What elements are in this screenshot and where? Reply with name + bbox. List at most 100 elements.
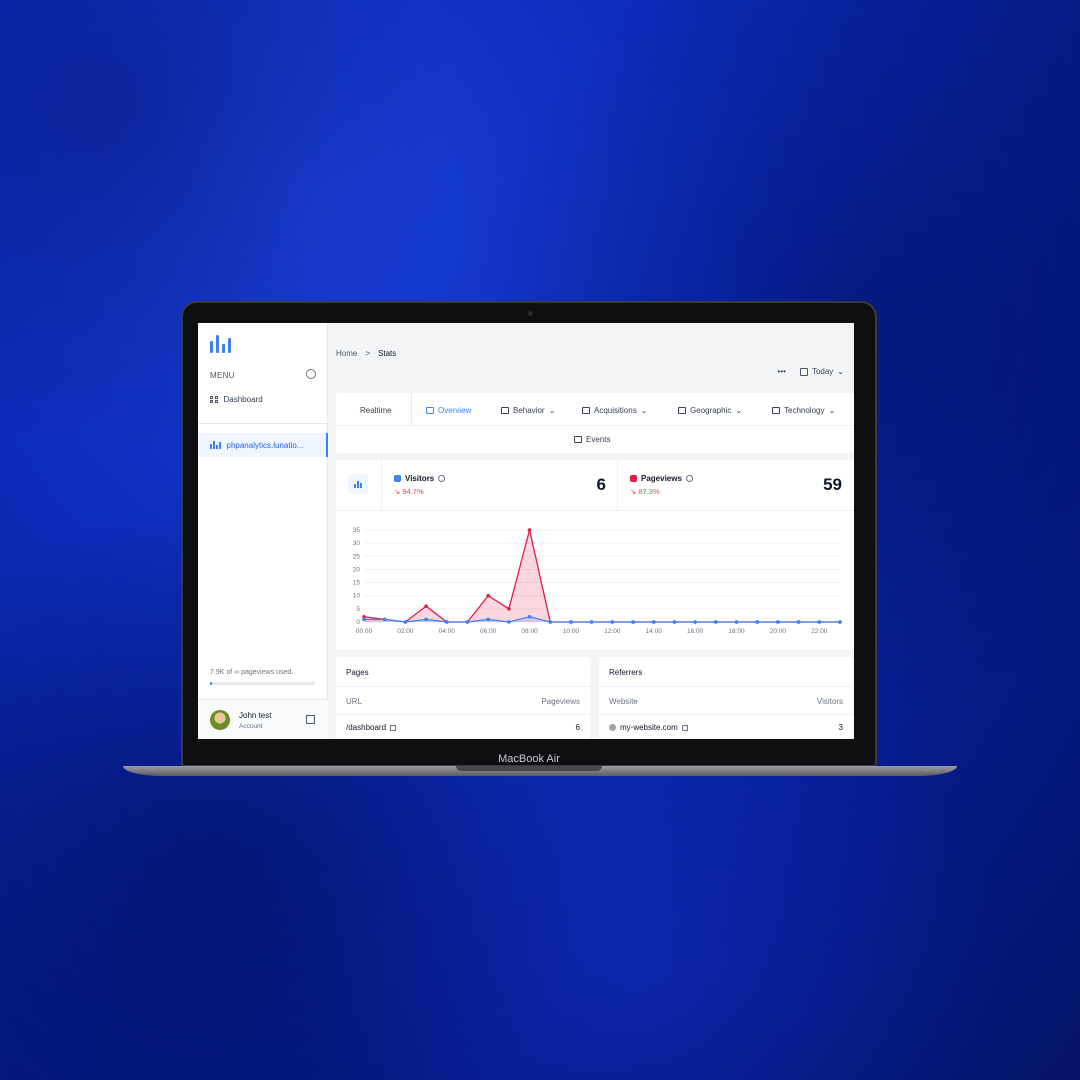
chevron-down-icon: ⌄ [548, 405, 556, 415]
pageviews-point [507, 607, 511, 611]
breadcrumb-home[interactable]: Home [336, 349, 358, 358]
sidebar-item-dashboard[interactable]: Dashboard [210, 395, 263, 404]
tab-technology[interactable]: Technology ⌄ [772, 403, 835, 417]
row-label: /dashboard [346, 723, 387, 732]
date-range-button[interactable]: Today ⌄ [799, 367, 844, 376]
visitors-point [444, 620, 449, 624]
settings-icon[interactable] [306, 369, 316, 379]
tab-behavior[interactable]: Behavior ⌄ [501, 403, 555, 417]
sidebar-item-site[interactable]: phpanalytics.lunatio... [198, 433, 328, 457]
more-button[interactable]: ••• [777, 367, 786, 376]
table-row-link[interactable]: /dashboard [346, 723, 397, 732]
y-tick-label: 5 [356, 606, 360, 613]
user-subtitle: Account [239, 723, 263, 730]
menu-title: MENU [210, 371, 235, 380]
camera [528, 311, 533, 316]
tab-label: Overview [438, 405, 472, 415]
tab-overview[interactable]: Overview [426, 403, 471, 417]
traffic-chart: 0 5 10 15 20 25 30 35 00:00 02:00 04:00 06:00 08:00 1… [353, 527, 842, 635]
visitors-point [486, 617, 490, 622]
visitors-point [382, 617, 387, 622]
x-tick-label: 20:00 [770, 628, 787, 635]
visitors-point [569, 620, 573, 624]
tab-label: Acquisitions [594, 405, 637, 415]
pageviews-line [363, 529, 840, 623]
divider [336, 686, 590, 687]
screen: MENU Dashboard phpanalytics.lunatio... 7… [198, 323, 854, 739]
stat-label: Pageviews [641, 474, 682, 483]
delta-value: 94.7% [402, 487, 424, 496]
column-header: Pageviews [541, 697, 580, 706]
window-icon [501, 406, 509, 414]
device-icon [772, 406, 780, 414]
tab-realtime[interactable]: Realtime [360, 403, 392, 417]
row-value: 3 [838, 723, 843, 732]
laptop-base [123, 766, 957, 776]
panel-title: Referrers [609, 668, 643, 677]
visitors-point [362, 617, 366, 622]
visitors-delta: ↘ 94.7% [394, 487, 424, 496]
pageviews-label[interactable]: Pageviews [630, 474, 693, 483]
visitors-point [714, 620, 718, 624]
stats-card: Visitors ↘ 94.7% 6 Pageviews ↘ 87.3% 59 … [336, 460, 854, 650]
breadcrumb-current: Stats [378, 349, 397, 358]
y-tick-label: 0 [356, 619, 360, 626]
tab-events[interactable]: Events [574, 432, 610, 446]
table-row-link[interactable]: my-website.com [609, 723, 688, 732]
y-tick-label: 20 [353, 566, 361, 573]
pages-panel: Pages URL Pageviews /dashboard 6 [336, 657, 590, 739]
tab-acquisitions[interactable]: Acquisitions ⌄ [582, 403, 647, 417]
sidebar: MENU Dashboard phpanalytics.lunatio... 7… [198, 323, 328, 739]
visitors-point [548, 620, 553, 624]
y-tick-label: 30 [353, 540, 361, 547]
chart-icon [426, 406, 434, 414]
chevron-down-icon: ⌄ [640, 405, 648, 415]
panel-title: Pages [346, 668, 369, 677]
column-header: URL [346, 697, 363, 706]
pageviews-point [424, 604, 428, 609]
visitors-point [838, 620, 842, 624]
external-link-icon[interactable] [681, 724, 688, 731]
stats-icon [210, 441, 221, 449]
usage-text: 7.9K of ∞ pageviews used. [210, 669, 294, 676]
visitors-label[interactable]: Visitors [394, 474, 446, 483]
info-icon[interactable] [685, 475, 693, 482]
x-tick-label: 06:00 [480, 628, 497, 635]
row-value: 6 [575, 723, 580, 732]
external-link-icon[interactable] [390, 724, 397, 731]
column-header: Website [609, 697, 638, 706]
tabs-card: Realtime Overview Behavior ⌄ Acquisitions… [336, 393, 854, 453]
map-icon [678, 406, 686, 414]
logo-icon[interactable] [210, 335, 231, 353]
x-tick-label: 16:00 [687, 628, 704, 635]
device-label: MacBook Air [498, 753, 560, 765]
tab-label: Geographic [690, 405, 732, 415]
visitors-point [424, 617, 428, 622]
x-tick-label: 04:00 [439, 628, 456, 635]
visitors-point [776, 620, 780, 624]
logout-icon[interactable] [306, 715, 315, 724]
sidebar-item-label: Dashboard [223, 395, 263, 404]
tab-label: Realtime [360, 405, 392, 415]
visitors-point [693, 620, 697, 624]
share-icon [582, 406, 590, 414]
chevron-down-icon: ⌄ [828, 405, 836, 415]
tab-geographic[interactable]: Geographic ⌄ [678, 403, 742, 417]
divider [599, 686, 853, 687]
account-box[interactable]: John test Account [198, 699, 328, 739]
visitors-point [589, 620, 594, 624]
pageviews-area [364, 530, 840, 622]
tab-label: Events [586, 434, 611, 444]
row-label: my-website.com [620, 723, 678, 732]
y-tick-label: 25 [353, 553, 361, 560]
usage-progress [210, 682, 315, 685]
user-name: John test [239, 711, 272, 720]
laptop: MENU Dashboard phpanalytics.lunatio... 7… [181, 301, 877, 767]
divider [336, 714, 590, 715]
breadcrumb: Home > Stats [336, 349, 396, 358]
pageviews-value: 59 [823, 475, 842, 494]
visitors-line [364, 616, 840, 623]
visitors-point [610, 620, 615, 624]
info-icon[interactable] [438, 475, 446, 482]
globe-icon [609, 724, 616, 731]
